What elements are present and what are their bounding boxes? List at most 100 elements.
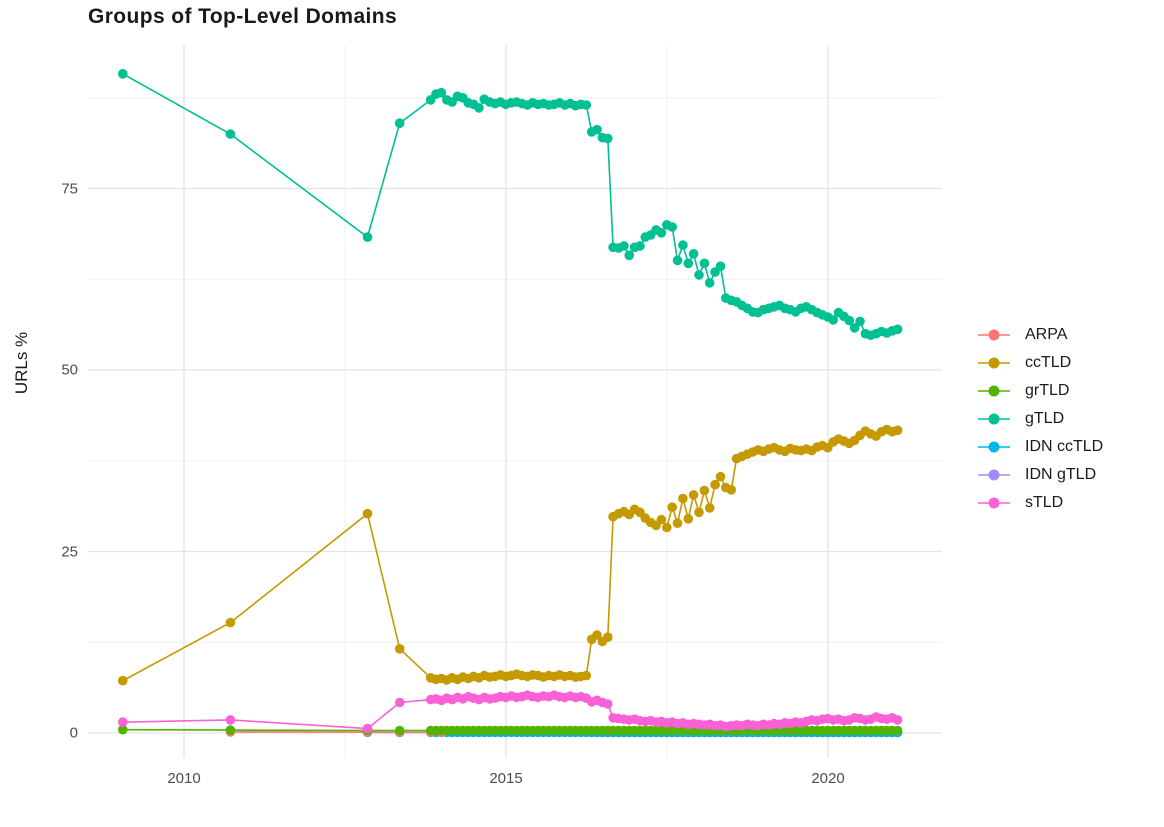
data-point (118, 724, 128, 735)
data-point (892, 715, 903, 725)
data-point (656, 228, 667, 238)
series-line-ccTLD (122, 428, 898, 682)
data-point (694, 507, 704, 518)
legend-key-dot (988, 329, 1000, 341)
data-point (474, 103, 484, 113)
legend-item-grtld: grTLD (976, 377, 1103, 405)
data-point (667, 222, 677, 232)
legend-key-icon (978, 385, 1010, 397)
series-ccTLD (118, 424, 903, 686)
data-point (118, 717, 128, 727)
legend-key-dot (988, 357, 1000, 369)
legend-label: grTLD (1025, 382, 1070, 399)
data-point (619, 241, 629, 251)
x-tick-label: 2015 (489, 770, 523, 787)
y-tick-label: 0 (69, 724, 78, 742)
legend-label: sTLD (1025, 494, 1064, 511)
data-point (667, 502, 677, 512)
data-point (436, 87, 447, 98)
data-point (844, 315, 855, 326)
legend: ARPA ccTLD grTLD gTLD IDN ccTLD IDN gTLD sTLD (976, 321, 1103, 517)
data-point (892, 324, 903, 335)
y-tick-label: 75 (61, 180, 78, 197)
data-point (394, 725, 405, 736)
legend-key-dot (988, 441, 1000, 453)
y-tick-label: 50 (61, 361, 78, 379)
legend-key-dot (988, 469, 1000, 481)
data-point (656, 514, 667, 525)
data-point (678, 240, 688, 250)
series-sTLD (118, 690, 903, 734)
data-point (225, 725, 236, 735)
data-point (225, 129, 236, 139)
legend-key-icon (978, 441, 1010, 453)
legend-key-icon (978, 497, 1010, 509)
data-point (688, 249, 699, 259)
legend-key-icon (978, 413, 1010, 425)
data-point (592, 124, 602, 135)
data-point (603, 133, 613, 144)
series-gTLD (118, 69, 903, 341)
legend-label: ARPA (1025, 326, 1068, 343)
data-point (635, 241, 645, 251)
legend-item-gtld: gTLD (976, 405, 1103, 433)
data-point (581, 100, 592, 110)
data-point (715, 471, 726, 482)
data-point (672, 518, 683, 528)
legend-key-dot (988, 413, 1000, 425)
legend-label: IDN ccTLD (1025, 438, 1104, 455)
data-point (362, 508, 373, 519)
data-point (715, 261, 726, 272)
data-point (694, 270, 704, 280)
data-point (704, 278, 715, 288)
legend-key-dot (988, 497, 1000, 509)
data-point (362, 232, 373, 242)
legend-key-icon (978, 469, 1010, 481)
data-point (704, 503, 715, 513)
legend-item-stld: sTLD (976, 489, 1103, 517)
y-axis-title: URLs % (12, 331, 31, 395)
data-point (683, 258, 694, 269)
data-point (225, 617, 236, 628)
data-point (683, 514, 694, 524)
data-point (678, 493, 688, 504)
data-point (699, 485, 710, 496)
data-point (892, 425, 903, 436)
data-point (672, 255, 683, 266)
series-ARPA (225, 727, 447, 738)
y-tick-label: 25 (61, 543, 78, 560)
data-point (603, 632, 613, 642)
data-point (225, 715, 236, 725)
data-point (394, 118, 405, 128)
x-tick-label: 2020 (811, 770, 845, 787)
series-line-gTLD (122, 73, 898, 337)
data-point (581, 670, 592, 681)
legend-key-icon (978, 329, 1010, 341)
data-point (662, 522, 672, 533)
data-point (362, 723, 373, 734)
data-point (118, 675, 128, 686)
data-point (892, 725, 903, 736)
data-point (849, 323, 860, 333)
legend-key-dot (988, 385, 1000, 397)
data-point (688, 490, 699, 500)
chart-title: Groups of Top-Level Domains (88, 5, 398, 28)
legend-item-idn-gtld: IDN gTLD (976, 461, 1103, 489)
data-point (699, 258, 710, 269)
data-point (118, 69, 128, 79)
legend-label: gTLD (1025, 410, 1065, 427)
legend-item-idn-cctld: IDN ccTLD (976, 433, 1103, 461)
data-point (394, 697, 405, 708)
x-tick-label: 2010 (167, 770, 201, 787)
legend-item-arpa: ARPA (976, 321, 1103, 349)
data-point (394, 644, 405, 654)
data-point (726, 485, 736, 495)
data-point (592, 630, 602, 640)
legend-item-cctld: ccTLD (976, 349, 1103, 377)
data-point (624, 250, 634, 261)
data-point (855, 316, 865, 327)
data-point (828, 315, 838, 325)
data-point (603, 699, 613, 709)
